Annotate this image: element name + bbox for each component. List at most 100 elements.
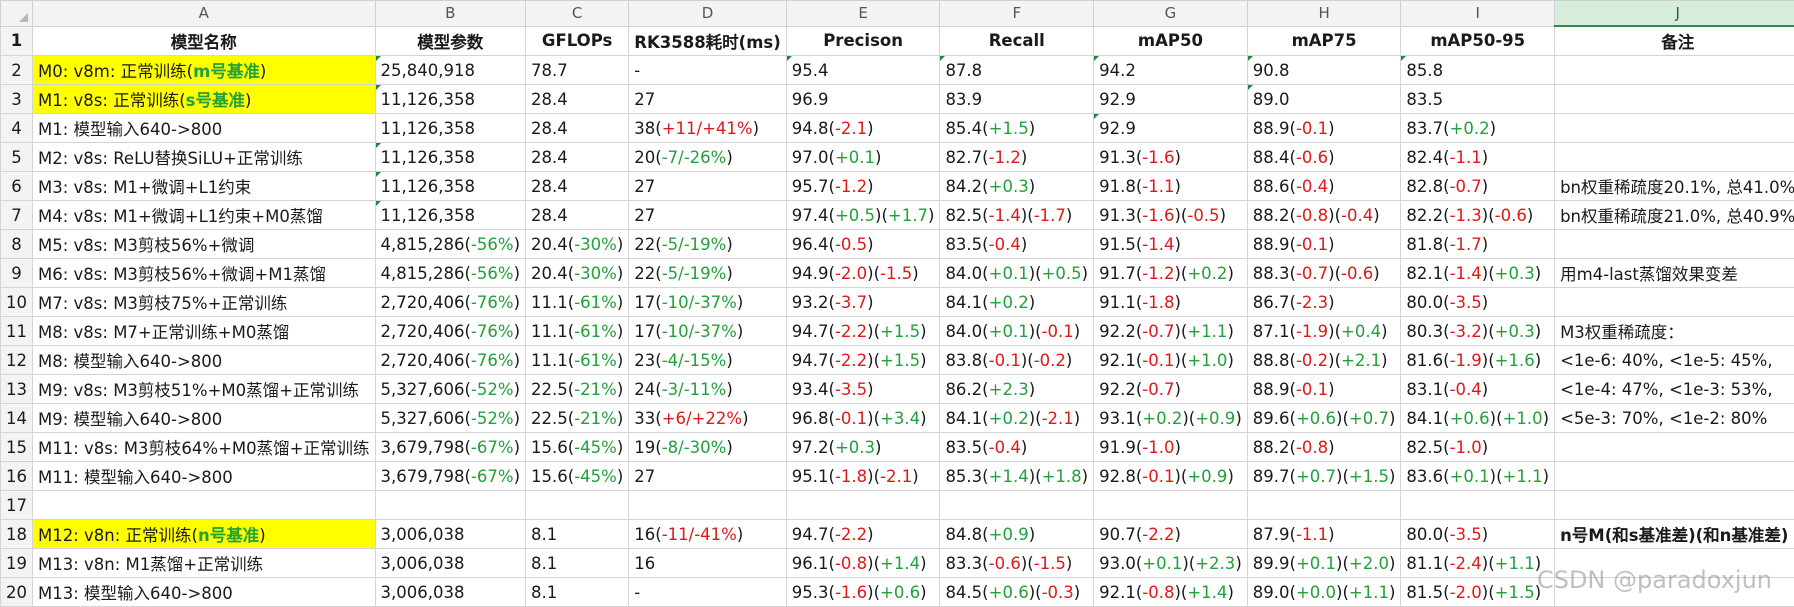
cell-b[interactable]: 2,720,406(-76%) — [375, 346, 526, 375]
column-header-d[interactable]: D — [629, 1, 787, 27]
cell-d[interactable]: 17(-10/-37%) — [629, 288, 787, 317]
cell-h[interactable]: 88.6(-0.4) — [1247, 172, 1401, 201]
cell-d[interactable]: 22(-5/-19%) — [629, 230, 787, 259]
cell-b[interactable]: 11,126,358 — [375, 201, 526, 230]
cell-i[interactable]: 81.8(-1.7) — [1401, 230, 1555, 259]
cell-h[interactable]: 90.8 — [1247, 56, 1401, 85]
cell-f[interactable]: 86.2(+2.3) — [940, 375, 1094, 404]
cell-b[interactable]: 11,126,358 — [375, 143, 526, 172]
cell-d[interactable]: 27 — [629, 85, 787, 114]
cell-e[interactable]: 97.2(+0.3) — [786, 433, 940, 462]
cell-b[interactable]: 5,327,606(-52%) — [375, 404, 526, 433]
cell-j[interactable] — [1555, 230, 1794, 259]
cell-a[interactable]: M1: 模型输入640->800 — [33, 114, 376, 143]
cell-a[interactable] — [33, 491, 376, 520]
cell-h[interactable]: 89.7(+0.7)(+1.5) — [1247, 462, 1401, 491]
cell-c[interactable]: 11.1(-61%) — [526, 317, 629, 346]
cell-i[interactable]: 83.1(-0.4) — [1401, 375, 1555, 404]
row-header[interactable]: 4 — [1, 114, 33, 143]
cell-b[interactable] — [375, 491, 526, 520]
cell-c[interactable]: 8.1 — [526, 578, 629, 607]
cell-f[interactable]: 83.3(-0.6)(-1.5) — [940, 549, 1094, 578]
cell-e[interactable]: 94.9(-2.0)(-1.5) — [786, 259, 940, 288]
column-header-h[interactable]: H — [1247, 1, 1401, 27]
cell-g[interactable]: 92.1(-0.8)(+1.4) — [1094, 578, 1248, 607]
cell-j[interactable] — [1555, 462, 1794, 491]
cell-g[interactable]: 92.9 — [1094, 114, 1248, 143]
cell-b[interactable]: 11,126,358 — [375, 114, 526, 143]
cell-j[interactable]: M3权重稀疏度： — [1555, 317, 1794, 346]
cell-b[interactable]: 4,815,286(-56%) — [375, 259, 526, 288]
cell-e[interactable]: 95.1(-1.8)(-2.1) — [786, 462, 940, 491]
row-header[interactable]: 18 — [1, 520, 33, 549]
cell-c[interactable]: 20.4(-30%) — [526, 259, 629, 288]
header-cell[interactable]: 备注 — [1555, 26, 1794, 56]
cell-a[interactable]: M9: v8s: M3剪枝51%+M0蒸馏+正常训练 — [33, 375, 376, 404]
cell-c[interactable] — [526, 491, 629, 520]
column-header-g[interactable]: G — [1094, 1, 1248, 27]
cell-d[interactable]: 19(-8/-30%) — [629, 433, 787, 462]
row-header[interactable]: 1 — [1, 26, 33, 56]
row-header[interactable]: 8 — [1, 230, 33, 259]
header-cell[interactable]: GFLOPs — [526, 26, 629, 56]
cell-b[interactable]: 3,006,038 — [375, 520, 526, 549]
cell-e[interactable]: 95.4 — [786, 56, 940, 85]
cell-a[interactable]: M5: v8s: M3剪枝56%+微调 — [33, 230, 376, 259]
cell-e[interactable]: 97.0(+0.1) — [786, 143, 940, 172]
cell-j[interactable]: bn权重稀疏度20.1%, 总41.0% — [1555, 172, 1794, 201]
cell-d[interactable]: 17(-10/-37%) — [629, 317, 787, 346]
cell-a[interactable]: M13: 模型输入640->800 — [33, 578, 376, 607]
header-cell[interactable]: mAP75 — [1247, 26, 1401, 56]
cell-j[interactable]: 用m4-last蒸馏效果变差 — [1555, 259, 1794, 288]
cell-j[interactable]: <1e-6: 40%, <1e-5: 45%, — [1555, 346, 1794, 375]
cell-h[interactable]: 88.9(-0.1) — [1247, 114, 1401, 143]
cell-i[interactable]: 82.5(-1.0) — [1401, 433, 1555, 462]
cell-a[interactable]: M3: v8s: M1+微调+L1约束 — [33, 172, 376, 201]
cell-g[interactable]: 91.5(-1.4) — [1094, 230, 1248, 259]
cell-e[interactable]: 94.7(-2.2)(+1.5) — [786, 317, 940, 346]
row-header[interactable]: 6 — [1, 172, 33, 201]
cell-d[interactable]: 23(-4/-15%) — [629, 346, 787, 375]
cell-i[interactable]: 85.8 — [1401, 56, 1555, 85]
cell-f[interactable]: 83.5(-0.4) — [940, 230, 1094, 259]
cell-d[interactable]: 33(+6/+22%) — [629, 404, 787, 433]
cell-e[interactable]: 96.9 — [786, 85, 940, 114]
cell-e[interactable]: 95.3(-1.6)(+0.6) — [786, 578, 940, 607]
cell-a[interactable]: M2: v8s: ReLU替换SiLU+正常训练 — [33, 143, 376, 172]
column-header-a[interactable]: A — [33, 1, 376, 27]
cell-g[interactable]: 91.7(-1.2)(+0.2) — [1094, 259, 1248, 288]
cell-f[interactable]: 83.8(-0.1)(-0.2) — [940, 346, 1094, 375]
cell-d[interactable]: 20(-7/-26%) — [629, 143, 787, 172]
cell-i[interactable]: 82.4(-1.1) — [1401, 143, 1555, 172]
cell-e[interactable]: 97.4(+0.5)(+1.7) — [786, 201, 940, 230]
cell-g[interactable]: 90.7(-2.2) — [1094, 520, 1248, 549]
cell-a[interactable]: M0: v8m: 正常训练(m号基准) — [33, 56, 376, 85]
cell-c[interactable]: 22.5(-21%) — [526, 375, 629, 404]
cell-d[interactable]: 16(-11/-41%) — [629, 520, 787, 549]
cell-a[interactable]: M1: v8s: 正常训练(s号基准) — [33, 85, 376, 114]
cell-e[interactable]: 96.1(-0.8)(+1.4) — [786, 549, 940, 578]
cell-e[interactable]: 93.4(-3.5) — [786, 375, 940, 404]
cell-e[interactable]: 94.7(-2.2)(+1.5) — [786, 346, 940, 375]
cell-j[interactable] — [1555, 56, 1794, 85]
cell-h[interactable]: 88.9(-0.1) — [1247, 230, 1401, 259]
header-cell[interactable]: mAP50 — [1094, 26, 1248, 56]
cell-f[interactable]: 83.5(-0.4) — [940, 433, 1094, 462]
cell-i[interactable]: 83.5 — [1401, 85, 1555, 114]
cell-h[interactable]: 88.8(-0.2)(+2.1) — [1247, 346, 1401, 375]
cell-a[interactable]: M13: v8n: M1蒸馏+正常训练 — [33, 549, 376, 578]
cell-e[interactable] — [786, 491, 940, 520]
cell-f[interactable]: 84.5(+0.6)(-0.3) — [940, 578, 1094, 607]
column-header-e[interactable]: E — [786, 1, 940, 27]
cell-b[interactable]: 3,679,798(-67%) — [375, 433, 526, 462]
cell-c[interactable]: 20.4(-30%) — [526, 230, 629, 259]
cell-a[interactable]: M7: v8s: M3剪枝75%+正常训练 — [33, 288, 376, 317]
cell-h[interactable]: 88.3(-0.7)(-0.6) — [1247, 259, 1401, 288]
cell-c[interactable]: 15.6(-45%) — [526, 433, 629, 462]
select-all-corner[interactable] — [1, 1, 33, 27]
cell-b[interactable]: 2,720,406(-76%) — [375, 288, 526, 317]
cell-f[interactable]: 84.2(+0.3) — [940, 172, 1094, 201]
cell-g[interactable]: 92.2(-0.7) — [1094, 375, 1248, 404]
cell-d[interactable] — [629, 491, 787, 520]
cell-f[interactable]: 84.8(+0.9) — [940, 520, 1094, 549]
